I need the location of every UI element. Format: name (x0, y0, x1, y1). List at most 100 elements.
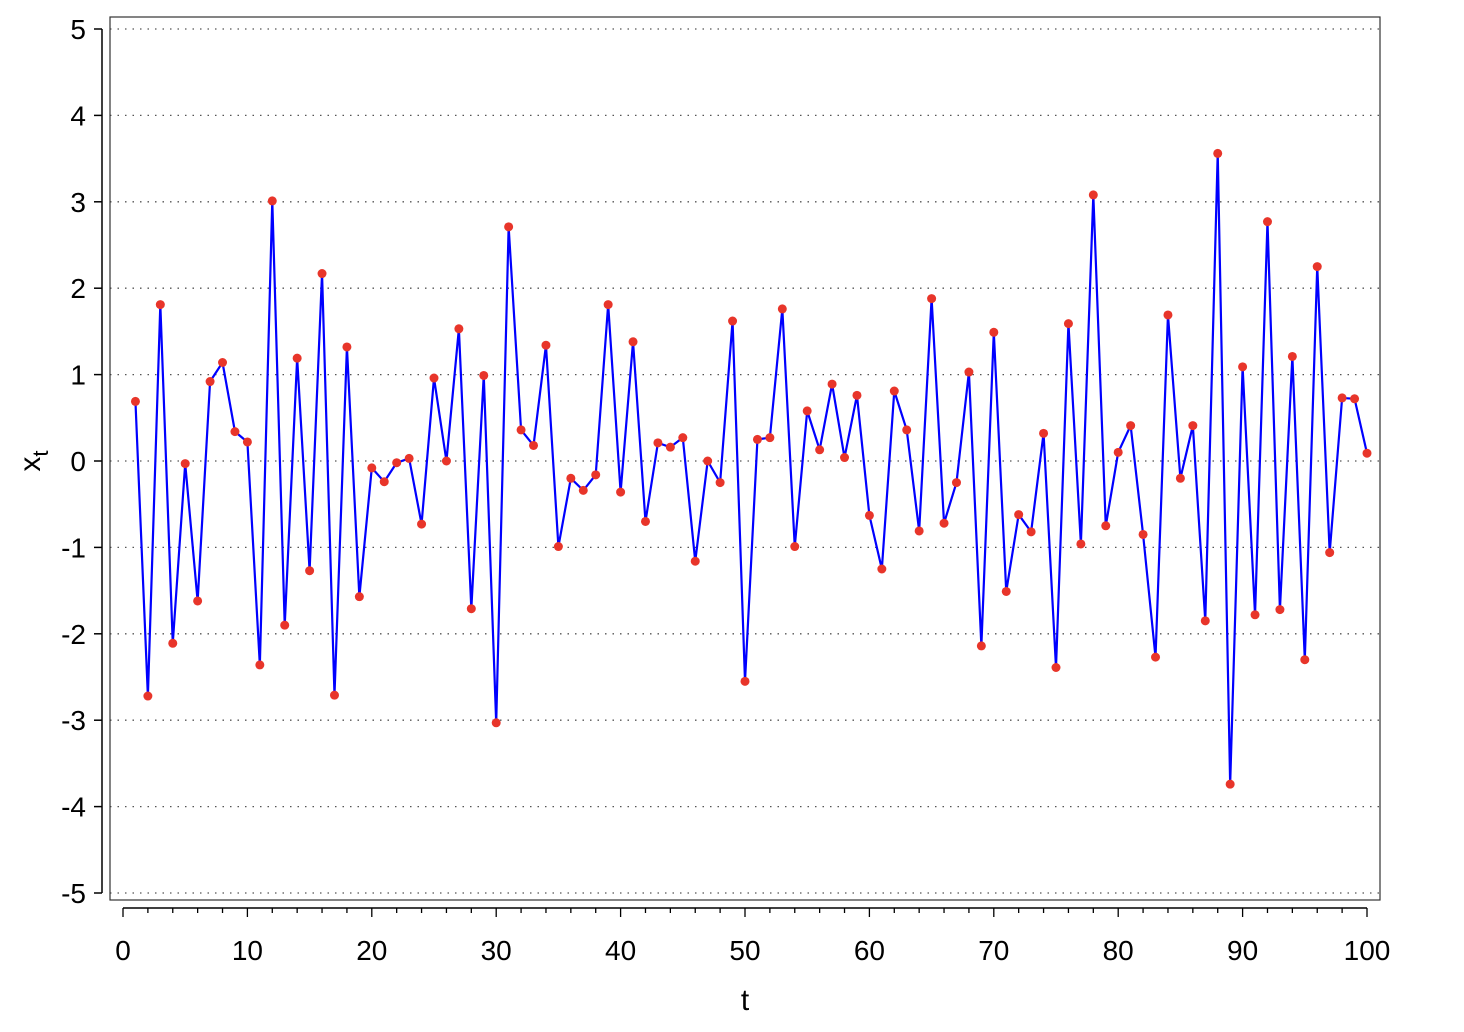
y-axis-title-main: x (14, 457, 47, 472)
data-point (827, 379, 837, 389)
data-point (703, 456, 713, 466)
data-point (1262, 217, 1272, 227)
y-tick-label: 5 (70, 14, 86, 45)
y-axis-title-subscript: t (28, 450, 53, 456)
data-point (1026, 527, 1036, 537)
data-point (927, 294, 937, 304)
data-point (765, 433, 775, 443)
data-point (1001, 586, 1011, 596)
data-point (665, 442, 675, 452)
data-point (130, 396, 140, 406)
data-point (1039, 428, 1049, 438)
y-tick-label: -4 (61, 792, 86, 823)
data-point (640, 516, 650, 526)
series-line (134, 152, 1369, 786)
x-tick-label: 10 (232, 935, 263, 966)
y-tick-label: -2 (61, 619, 86, 650)
data-point (1362, 448, 1372, 458)
data-point (354, 592, 364, 602)
data-point (951, 478, 961, 488)
data-point (230, 427, 240, 437)
data-point (329, 690, 339, 700)
data-point (877, 564, 887, 574)
data-point (1250, 610, 1260, 620)
data-point (740, 676, 750, 686)
data-point (504, 222, 514, 232)
data-point (566, 473, 576, 483)
y-tick-label: 3 (70, 187, 86, 218)
data-point (168, 638, 178, 648)
data-point (305, 566, 315, 576)
x-tick-label: 80 (1103, 935, 1134, 966)
data-point (1175, 473, 1185, 483)
y-axis-title: xt (14, 450, 53, 471)
data-point (205, 377, 215, 387)
data-point (1238, 362, 1248, 372)
data-point (790, 542, 800, 552)
data-point (964, 367, 974, 377)
data-point (715, 478, 725, 488)
x-tick-label: 20 (356, 935, 387, 966)
x-axis-title: t (741, 984, 750, 1017)
data-point (1151, 652, 1161, 662)
data-point (454, 324, 464, 334)
x-tick-label: 60 (854, 935, 885, 966)
data-point (578, 485, 588, 495)
data-point (553, 542, 563, 552)
data-point (379, 477, 389, 487)
data-point (267, 196, 277, 206)
data-point (1300, 655, 1310, 665)
data-point (1113, 447, 1123, 457)
data-point (466, 604, 476, 614)
plot-frame (109, 16, 1381, 901)
y-tick-label: 1 (70, 360, 86, 391)
y-axis: -5 -4 -3 -2 -1 0 1 2 3 4 5 (61, 14, 103, 909)
data-point (653, 438, 663, 448)
y-tick-label: -3 (61, 705, 86, 736)
data-point (1051, 662, 1061, 672)
x-tick-label: 90 (1227, 935, 1258, 966)
data-point (678, 433, 688, 443)
data-point (603, 300, 613, 310)
data-point (429, 373, 439, 383)
data-point (802, 406, 812, 416)
y-tick-label: -5 (61, 878, 86, 909)
data-point (541, 340, 551, 350)
data-point (143, 691, 153, 701)
data-point (628, 337, 638, 347)
data-point (342, 342, 352, 352)
x-tick-label: 50 (729, 935, 760, 966)
series-points (130, 148, 1372, 789)
data-point (815, 445, 825, 455)
data-point (491, 718, 501, 728)
y-tick-label: 0 (70, 446, 86, 477)
x-tick-label: 30 (481, 935, 512, 966)
data-point (317, 269, 327, 279)
data-point (367, 463, 377, 473)
x-tick-label: 0 (115, 935, 131, 966)
y-tick-label: 2 (70, 273, 86, 304)
data-point (1101, 521, 1111, 531)
data-point (529, 440, 539, 450)
data-point (1225, 779, 1235, 789)
data-point (1350, 394, 1360, 404)
data-point (255, 660, 265, 670)
x-tick-label: 40 (605, 935, 636, 966)
data-point (989, 327, 999, 337)
data-point (1213, 148, 1223, 158)
data-point (180, 459, 190, 469)
data-point (292, 353, 302, 363)
data-point (1200, 616, 1210, 626)
data-point (1163, 310, 1173, 320)
data-point (840, 453, 850, 463)
data-point (1063, 319, 1073, 329)
data-point (392, 458, 402, 468)
data-point (404, 453, 414, 463)
data-point (1126, 421, 1136, 431)
data-point (417, 519, 427, 529)
data-point (616, 487, 626, 497)
data-point (902, 425, 912, 435)
x-tick-label: 70 (978, 935, 1009, 966)
data-point (280, 620, 290, 630)
data-point (155, 300, 165, 310)
